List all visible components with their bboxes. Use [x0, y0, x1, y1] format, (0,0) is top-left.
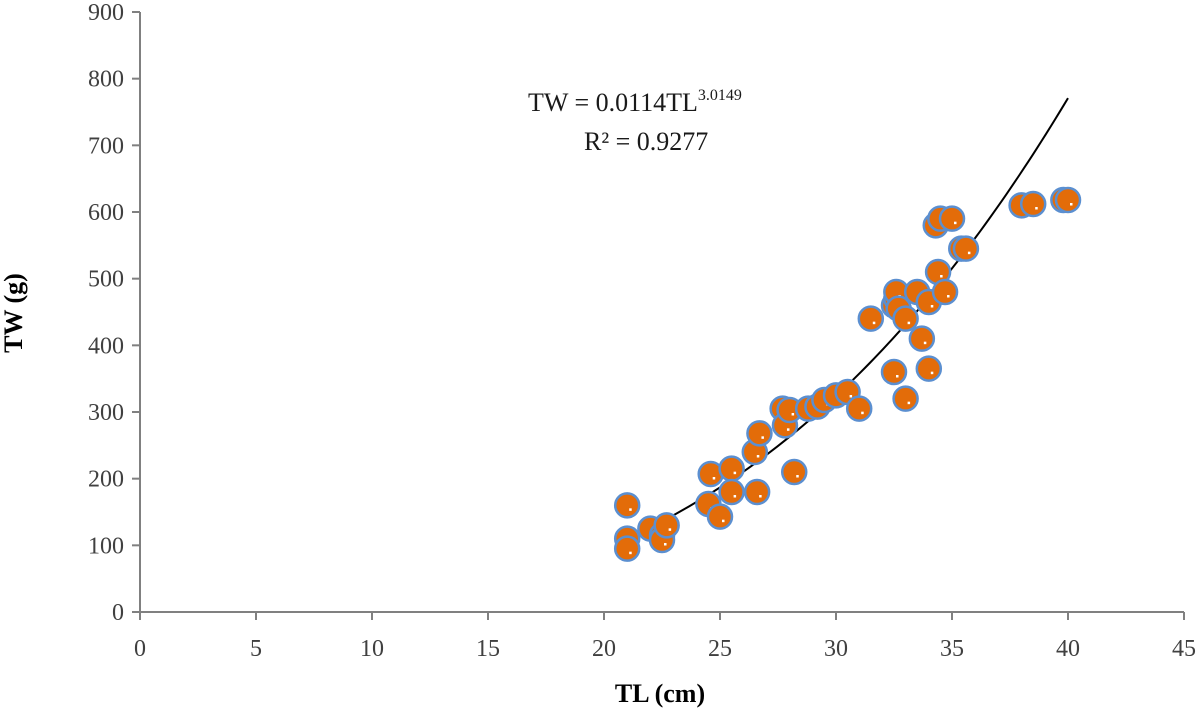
data-point — [938, 205, 966, 232]
x-axis-title: TL (cm) — [615, 679, 705, 708]
data-point-highlight — [954, 221, 957, 225]
x-tick-label: 5 — [250, 636, 262, 662]
data-point-highlight — [849, 395, 853, 398]
data-point-highlight — [664, 543, 667, 546]
data-point — [892, 385, 919, 412]
data-point-highlight — [733, 495, 737, 498]
data-point-highlight — [930, 371, 934, 375]
data-point-highlight — [722, 519, 725, 523]
y-tick-label: 0 — [112, 600, 124, 626]
x-tick-label: 10 — [360, 636, 384, 662]
data-point — [1019, 190, 1047, 218]
data-point — [952, 235, 980, 262]
data-point — [613, 492, 641, 519]
data-point — [857, 305, 885, 332]
data-point-highlight — [907, 321, 911, 325]
r-squared-label: R² = 0.9277 — [584, 127, 708, 156]
equation-base: TW = 0.0114TL — [528, 88, 698, 117]
data-point-highlight — [861, 411, 864, 415]
data-point-highlight — [786, 428, 790, 431]
data-point — [706, 503, 734, 530]
data-point-highlight — [1035, 207, 1038, 210]
axes — [139, 12, 1184, 613]
data-point — [653, 512, 680, 539]
data-point-highlight — [1070, 203, 1073, 206]
data-point — [880, 358, 908, 386]
y-tick-label: 900 — [88, 0, 124, 26]
data-point-highlight — [791, 413, 795, 416]
x-tick-label: 35 — [940, 636, 964, 662]
data-point-highlight — [896, 375, 899, 378]
y-tick-label: 200 — [88, 467, 124, 493]
x-tick-label: 0 — [134, 636, 146, 662]
x-tick-label: 45 — [1172, 636, 1196, 662]
data-point — [931, 278, 959, 306]
equation-label: TW = 0.0114TL3.0149 — [528, 87, 742, 117]
y-tick-label: 600 — [88, 200, 124, 226]
x-tick-label: 40 — [1056, 636, 1080, 662]
x-tick-label: 30 — [824, 636, 848, 662]
data-point-highlight — [712, 477, 716, 480]
data-point — [908, 325, 936, 352]
y-tick-label: 700 — [88, 133, 124, 159]
data-point-highlight — [759, 495, 762, 498]
data-point — [718, 455, 745, 482]
data-point — [746, 420, 773, 447]
data-point — [613, 535, 641, 562]
data-point-highlight — [940, 275, 943, 278]
y-tick-label: 800 — [88, 67, 124, 93]
data-point-highlight — [761, 436, 764, 439]
data-point-highlight — [668, 528, 672, 531]
data-point — [915, 355, 943, 382]
data-point — [780, 458, 808, 486]
data-point-highlight — [907, 401, 911, 405]
data-point — [892, 305, 919, 332]
data-point-highlight — [629, 551, 632, 555]
x-ticks: 0 5 10 15 20 25 30 35 40 45 — [134, 612, 1196, 662]
x-tick-label: 20 — [592, 636, 616, 662]
data-point — [743, 478, 771, 506]
data-point-highlight — [967, 251, 971, 255]
data-point-highlight — [629, 508, 632, 511]
x-tick-label: 15 — [476, 636, 500, 662]
data-point-highlight — [930, 305, 934, 308]
data-point-highlight — [756, 455, 760, 458]
data-point — [845, 395, 873, 422]
data-point-highlight — [947, 295, 950, 298]
x-tick-label: 25 — [708, 636, 732, 662]
y-axis-title: TW (g) — [0, 273, 28, 353]
data-points — [613, 186, 1082, 562]
data-point-highlight — [923, 341, 927, 345]
y-tick-label: 500 — [88, 267, 124, 293]
y-tick-label: 400 — [88, 333, 124, 359]
data-point — [1054, 186, 1082, 214]
data-point-highlight — [872, 321, 876, 325]
y-ticks: 0 100 200 300 400 500 600 700 800 900 — [88, 0, 140, 626]
y-tick-label: 300 — [88, 400, 124, 426]
data-point-highlight — [796, 475, 799, 478]
y-tick-label: 100 — [88, 533, 124, 559]
fit-curve — [626, 97, 1069, 540]
data-point-highlight — [733, 471, 737, 475]
data-point — [718, 478, 745, 506]
equation-exponent: 3.0149 — [698, 87, 742, 104]
